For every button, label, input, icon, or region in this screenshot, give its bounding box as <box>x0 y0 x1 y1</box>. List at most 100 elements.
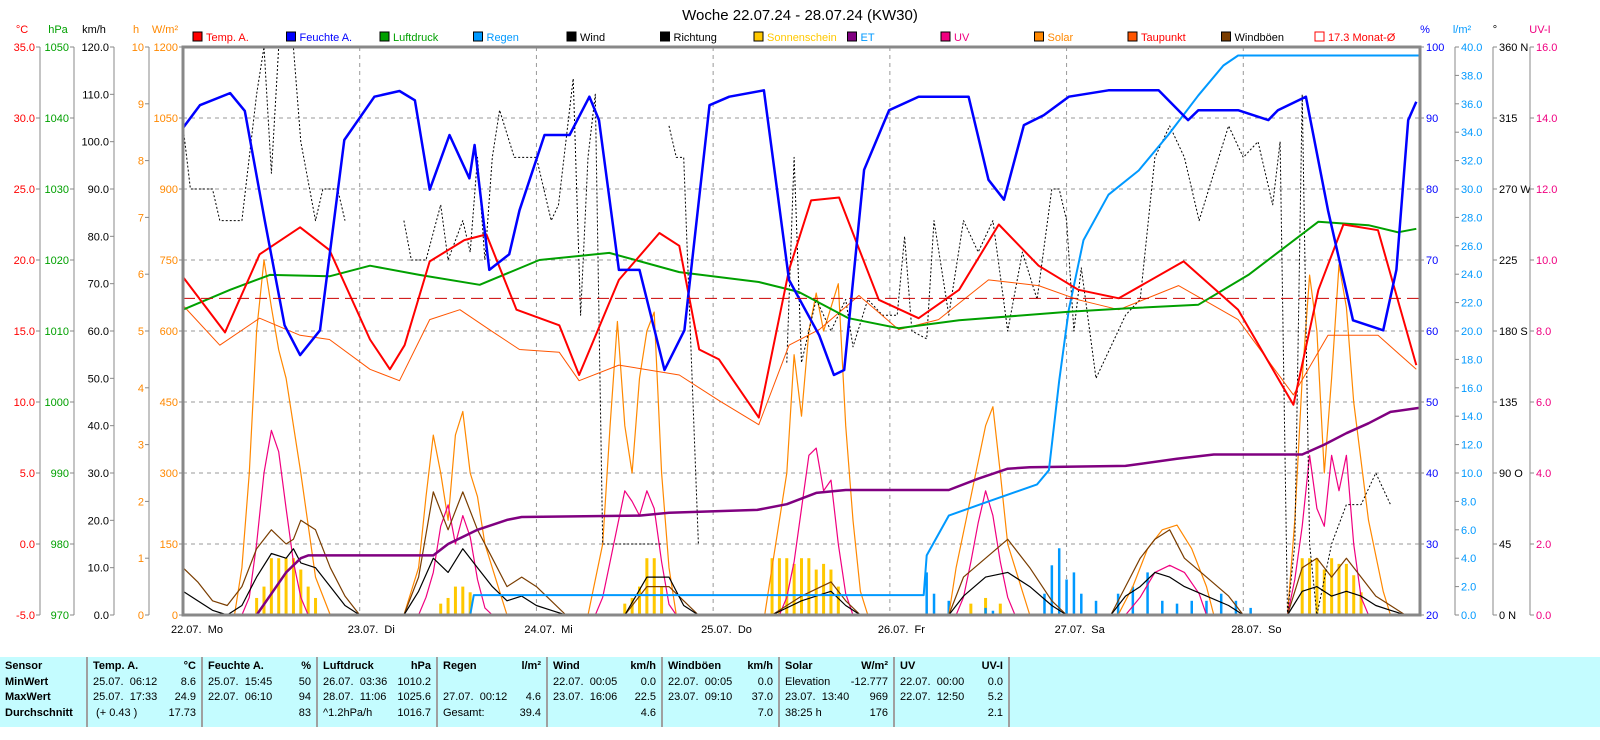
rain-tick-label: 24.0 <box>1461 269 1482 281</box>
regen-intervall-bar <box>1065 579 1068 615</box>
legend-swatch-icon <box>660 31 670 42</box>
rain-tick-label: 16.0 <box>1461 383 1482 395</box>
sonnenschein-bar <box>446 597 450 615</box>
pressure-tick-label: 990 <box>51 468 69 480</box>
stats-cell-value: 7.0 <box>757 706 773 719</box>
humidity-tick-label: 70 <box>1426 255 1438 267</box>
stats-cell-value: 969 <box>869 691 888 703</box>
uv-tick-label: 14.0 <box>1536 113 1557 125</box>
legend-item: Temp. A. <box>206 32 249 44</box>
temp-tick-label: 30.0 <box>14 113 35 125</box>
uv-axis-unit: UV-I <box>1529 24 1550 36</box>
stats-cell-value: 5.2 <box>987 691 1003 703</box>
day-label: 23.07. Di <box>348 624 395 636</box>
day-label: 22.07. Mo <box>171 624 223 636</box>
rain-tick-label: 0.0 <box>1461 610 1476 622</box>
legend-swatch-icon <box>192 31 203 42</box>
regen-intervall-bar <box>925 572 928 615</box>
wind-tick-label: 50.0 <box>88 373 109 385</box>
regen-intervall-bar <box>1057 548 1061 615</box>
sonnenschein-bar <box>777 558 781 615</box>
x-axis-labels: 22.07. Mo 23.07. Di 24.07. Mi 25.07. Do 26.0… <box>171 624 1281 636</box>
direction-tick-label: 315 <box>1499 113 1517 125</box>
sonnenschein-bar <box>1337 563 1341 615</box>
sonnenschein-bar <box>461 586 465 615</box>
day-label: 27.07. Sa <box>1055 624 1106 636</box>
sonnenschein-bar <box>836 586 840 615</box>
legend-item: Feuchte A. <box>300 32 353 44</box>
legend-swatch-icon <box>566 31 577 42</box>
pressure-tick-label: 970 <box>51 610 69 622</box>
sonnenschein-bar <box>1300 558 1304 615</box>
wind-tick-label: 10.0 <box>88 563 109 575</box>
rain-tick-label: 2.0 <box>1461 582 1476 594</box>
rain-tick-label: 12.0 <box>1461 440 1482 452</box>
weather-week-chart: Woche 22.07.24 - 28.07.24 (KW30) Temp. A… <box>14 7 1558 636</box>
uv-tick-label: 12.0 <box>1536 184 1557 196</box>
legend-item: Wind <box>580 32 605 44</box>
sun-tick-label: 7 <box>138 212 144 224</box>
wind-tick-label: 20.0 <box>88 515 109 527</box>
regen-intervall-bar <box>1116 593 1120 615</box>
rain-tick-label: 8.0 <box>1461 496 1476 508</box>
plot-border <box>181 45 1422 617</box>
stats-column-unit: % <box>301 660 311 672</box>
legend-item: Windböen <box>1235 32 1285 44</box>
stats-column-windb-en: Windböen km/h 22.07. 00:05 0.0 23.07. 09:10 3… <box>663 657 780 727</box>
sonnenschein-bar <box>623 603 627 615</box>
sonnenschein-bar <box>638 586 642 615</box>
rain-tick-label: 26.0 <box>1461 241 1482 253</box>
stats-cell-value: 39.4 <box>519 706 541 719</box>
taupunkt-series-line <box>182 279 1417 426</box>
sonnenschein-bar <box>291 558 295 615</box>
stats-cell-value: 17.73 <box>168 706 196 719</box>
direction-tick-label: 270 W <box>1499 184 1531 196</box>
stats-column-feuchte-a: Feuchte A.% 25.07. 15:45 50 22.07. 06:10 94 8… <box>203 657 318 727</box>
stats-cell-label: 25.07. 15:45 <box>208 675 273 688</box>
stats-cell-label: 26.07. 03:36 <box>323 675 388 688</box>
day-label: 28.07. So <box>1231 624 1281 636</box>
humidity-tick-label: 60 <box>1426 326 1438 338</box>
sonnenschein-bar <box>998 603 1002 615</box>
luftdruck-series-line <box>182 220 1417 330</box>
stats-column-header: Regen <box>443 660 477 672</box>
pressure-axis-unit: hPa <box>48 24 68 36</box>
stats-cell-label: 22.07. 00:05 <box>553 675 618 688</box>
legend-item: Sonnenschein <box>767 32 837 44</box>
sun-axis-unit: h <box>133 24 139 36</box>
humidity-tick-label: 90 <box>1426 113 1438 125</box>
stats-cell-value: 1010.2 <box>397 675 431 688</box>
regen-intervall-bar <box>991 610 995 615</box>
humidity-tick-label: 50 <box>1426 397 1438 409</box>
sonnenschein-bar <box>829 569 833 615</box>
wind-axis-unit: km/h <box>82 24 106 36</box>
temp-tick-label: 35.0 <box>14 42 35 54</box>
stats-column-header: Luftdruck <box>323 660 374 672</box>
sonnenschein-bar <box>814 569 818 615</box>
wind-tick-label: 80.0 <box>88 231 109 243</box>
sonnenschein-bar <box>822 563 826 615</box>
wind-tick-label: 60.0 <box>88 326 109 338</box>
legend-item: ET <box>861 32 875 44</box>
wind-tick-label: 70.0 <box>88 279 109 291</box>
direction-tick-label: 0 N <box>1499 610 1516 622</box>
sonnenschein-bar <box>1308 558 1312 615</box>
sonnenschein-bar <box>770 558 774 615</box>
stats-cell-value: 22.5 <box>634 691 656 703</box>
sonnenschein-bar <box>314 597 318 615</box>
humidity-tick-label: 100 <box>1426 42 1444 54</box>
solar-tick-label: 1200 <box>154 42 178 54</box>
direction-tick-label: 180 S <box>1499 326 1528 338</box>
stats-cell-label: 22.07. 12:50 <box>900 691 965 703</box>
legend-swatch-icon <box>379 31 390 42</box>
sonnenschein-bar <box>1352 575 1356 615</box>
legend-item: Richtung <box>674 32 717 44</box>
richtung-series-line <box>182 46 346 222</box>
stats-cell-value: 8.6 <box>180 675 196 688</box>
regen-intervall-bar <box>1050 565 1054 615</box>
uv-tick-label: 16.0 <box>1536 42 1557 54</box>
sonnenschein-bar <box>1359 592 1363 615</box>
sonnenschein-bar <box>439 603 443 615</box>
regen-intervall-bar <box>1080 593 1083 615</box>
stats-cell-label: 23.07. 09:10 <box>668 691 733 703</box>
